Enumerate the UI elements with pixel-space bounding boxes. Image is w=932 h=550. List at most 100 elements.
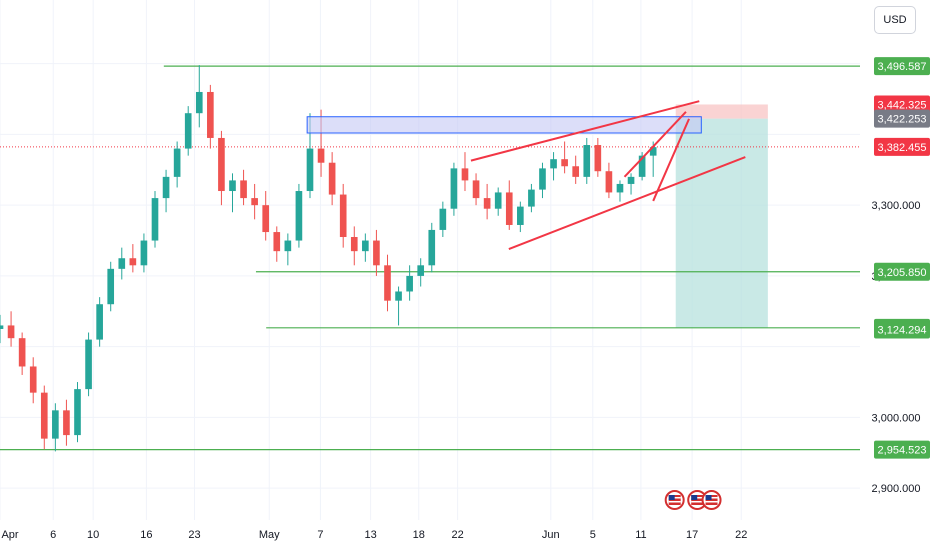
candle-body [52, 410, 59, 439]
time-axis-tick-label: 13 [364, 529, 376, 541]
inner-wedge-lower-trendline [652, 118, 690, 202]
candle-body [295, 191, 303, 241]
marker-price-tag: 3,422.253 [878, 114, 927, 126]
candle-body [63, 410, 70, 436]
flag-canton [705, 495, 712, 500]
economic-events[interactable] [664, 490, 722, 510]
candle-body [638, 155, 646, 177]
candle-body [505, 192, 513, 225]
time-axis-tick-label: 22 [735, 529, 747, 541]
resistance-zone-box [306, 116, 702, 134]
candle-body [561, 159, 568, 167]
candle-body [262, 205, 270, 233]
candle-body [162, 176, 170, 199]
flag-stripe [705, 501, 718, 503]
flag-canton [668, 495, 675, 500]
time-axis-tick-label: 17 [686, 529, 698, 541]
price-axis-tick-label: 3,000.000 [872, 412, 921, 424]
candle-body [539, 168, 546, 190]
candle-body [627, 176, 635, 184]
candle-body [583, 145, 591, 177]
marker-price-tag-background [874, 320, 930, 339]
candle-body [184, 113, 192, 149]
horizontal-levels[interactable] [0, 65, 860, 451]
candle-body [594, 145, 602, 172]
time-axis-tick-label: 7 [317, 529, 323, 541]
time-axis-tick-label: May [259, 529, 280, 541]
candle-body [417, 265, 425, 276]
currency-button[interactable]: USD [874, 6, 916, 34]
candle-body [350, 237, 358, 252]
candle-body [85, 339, 92, 390]
candle-body [251, 198, 258, 206]
price-axis[interactable]: 3,300.0003,200.0003,000.0002,900.0003,49… [860, 0, 932, 550]
price-axis-tick-label: 2,900.000 [872, 483, 921, 495]
candle-body [317, 148, 325, 163]
candle-body [328, 162, 336, 195]
candle-body [218, 137, 225, 192]
candle-body [118, 258, 126, 269]
candle-body [483, 198, 491, 209]
marker-price-tag: 3,442.325 [878, 99, 927, 111]
candle-body [18, 338, 26, 367]
chart-grid [0, 0, 860, 520]
position-zones [675, 104, 768, 328]
time-axis-tick-label: 11 [635, 529, 646, 541]
level-price-tag-background [874, 57, 930, 76]
candle-body [306, 148, 314, 192]
candle-body [7, 325, 15, 339]
candle-body [151, 198, 159, 241]
candle-body [129, 258, 137, 266]
candle-body [528, 189, 535, 207]
candle-body [96, 304, 103, 340]
candle-body [207, 91, 214, 138]
candle-body [29, 366, 37, 393]
time-axis-tick-label: 16 [140, 529, 152, 541]
us-flag-event-icon[interactable] [664, 490, 685, 510]
flag-stripe [668, 501, 681, 503]
candle-body [649, 147, 657, 156]
candle-body [173, 148, 181, 177]
candle-body [550, 159, 557, 169]
candle-body [395, 291, 402, 301]
trend-drawings[interactable] [306, 100, 746, 250]
level-price-tag: 3,205.850 [878, 267, 927, 279]
marker-price-tag-background [874, 109, 930, 128]
candle-body [517, 206, 524, 225]
flag-stripe [691, 501, 704, 503]
candle-body [362, 240, 369, 252]
time-axis-tick-label: 18 [413, 529, 425, 541]
candle-body [339, 194, 347, 238]
candle-body [240, 180, 247, 199]
time-axis-tick-label: 10 [87, 529, 99, 541]
candle-body [273, 232, 281, 252]
candle-body [195, 91, 203, 114]
marker-price-tag-background [874, 95, 930, 114]
candle-body [140, 240, 148, 266]
candle-body [439, 208, 447, 230]
candle-body [74, 389, 81, 436]
stop-loss-zone [675, 104, 768, 119]
candle-body [107, 268, 115, 305]
level-price-tag: 2,954.523 [878, 445, 927, 457]
candle-body [0, 325, 4, 329]
time-axis-tick-label: 23 [188, 529, 200, 541]
candle-body [40, 392, 48, 439]
flag-canton [691, 495, 698, 500]
level-price-tag-background [874, 262, 930, 281]
time-axis[interactable]: Apr 6 10 16 23 May 7 13 18 22 Jun 5 11 17 22 [1, 529, 747, 541]
time-axis-tick-label: Apr [1, 529, 18, 541]
wedge-upper-trendline [470, 100, 700, 162]
take-profit-zone [675, 118, 768, 328]
marker-price-tag-background [874, 137, 930, 156]
candle-body [229, 180, 236, 192]
time-axis-tick-label: Jun [542, 529, 560, 541]
candle-body [384, 265, 391, 301]
us-flag-event-icon[interactable] [701, 490, 722, 510]
inner-wedge-upper-trendline [623, 111, 687, 178]
marker-price-tag: 3,124.294 [878, 324, 927, 336]
candle-body [605, 171, 613, 193]
level-price-tag: 3,496.587 [878, 61, 927, 73]
candlestick-series [0, 65, 657, 452]
